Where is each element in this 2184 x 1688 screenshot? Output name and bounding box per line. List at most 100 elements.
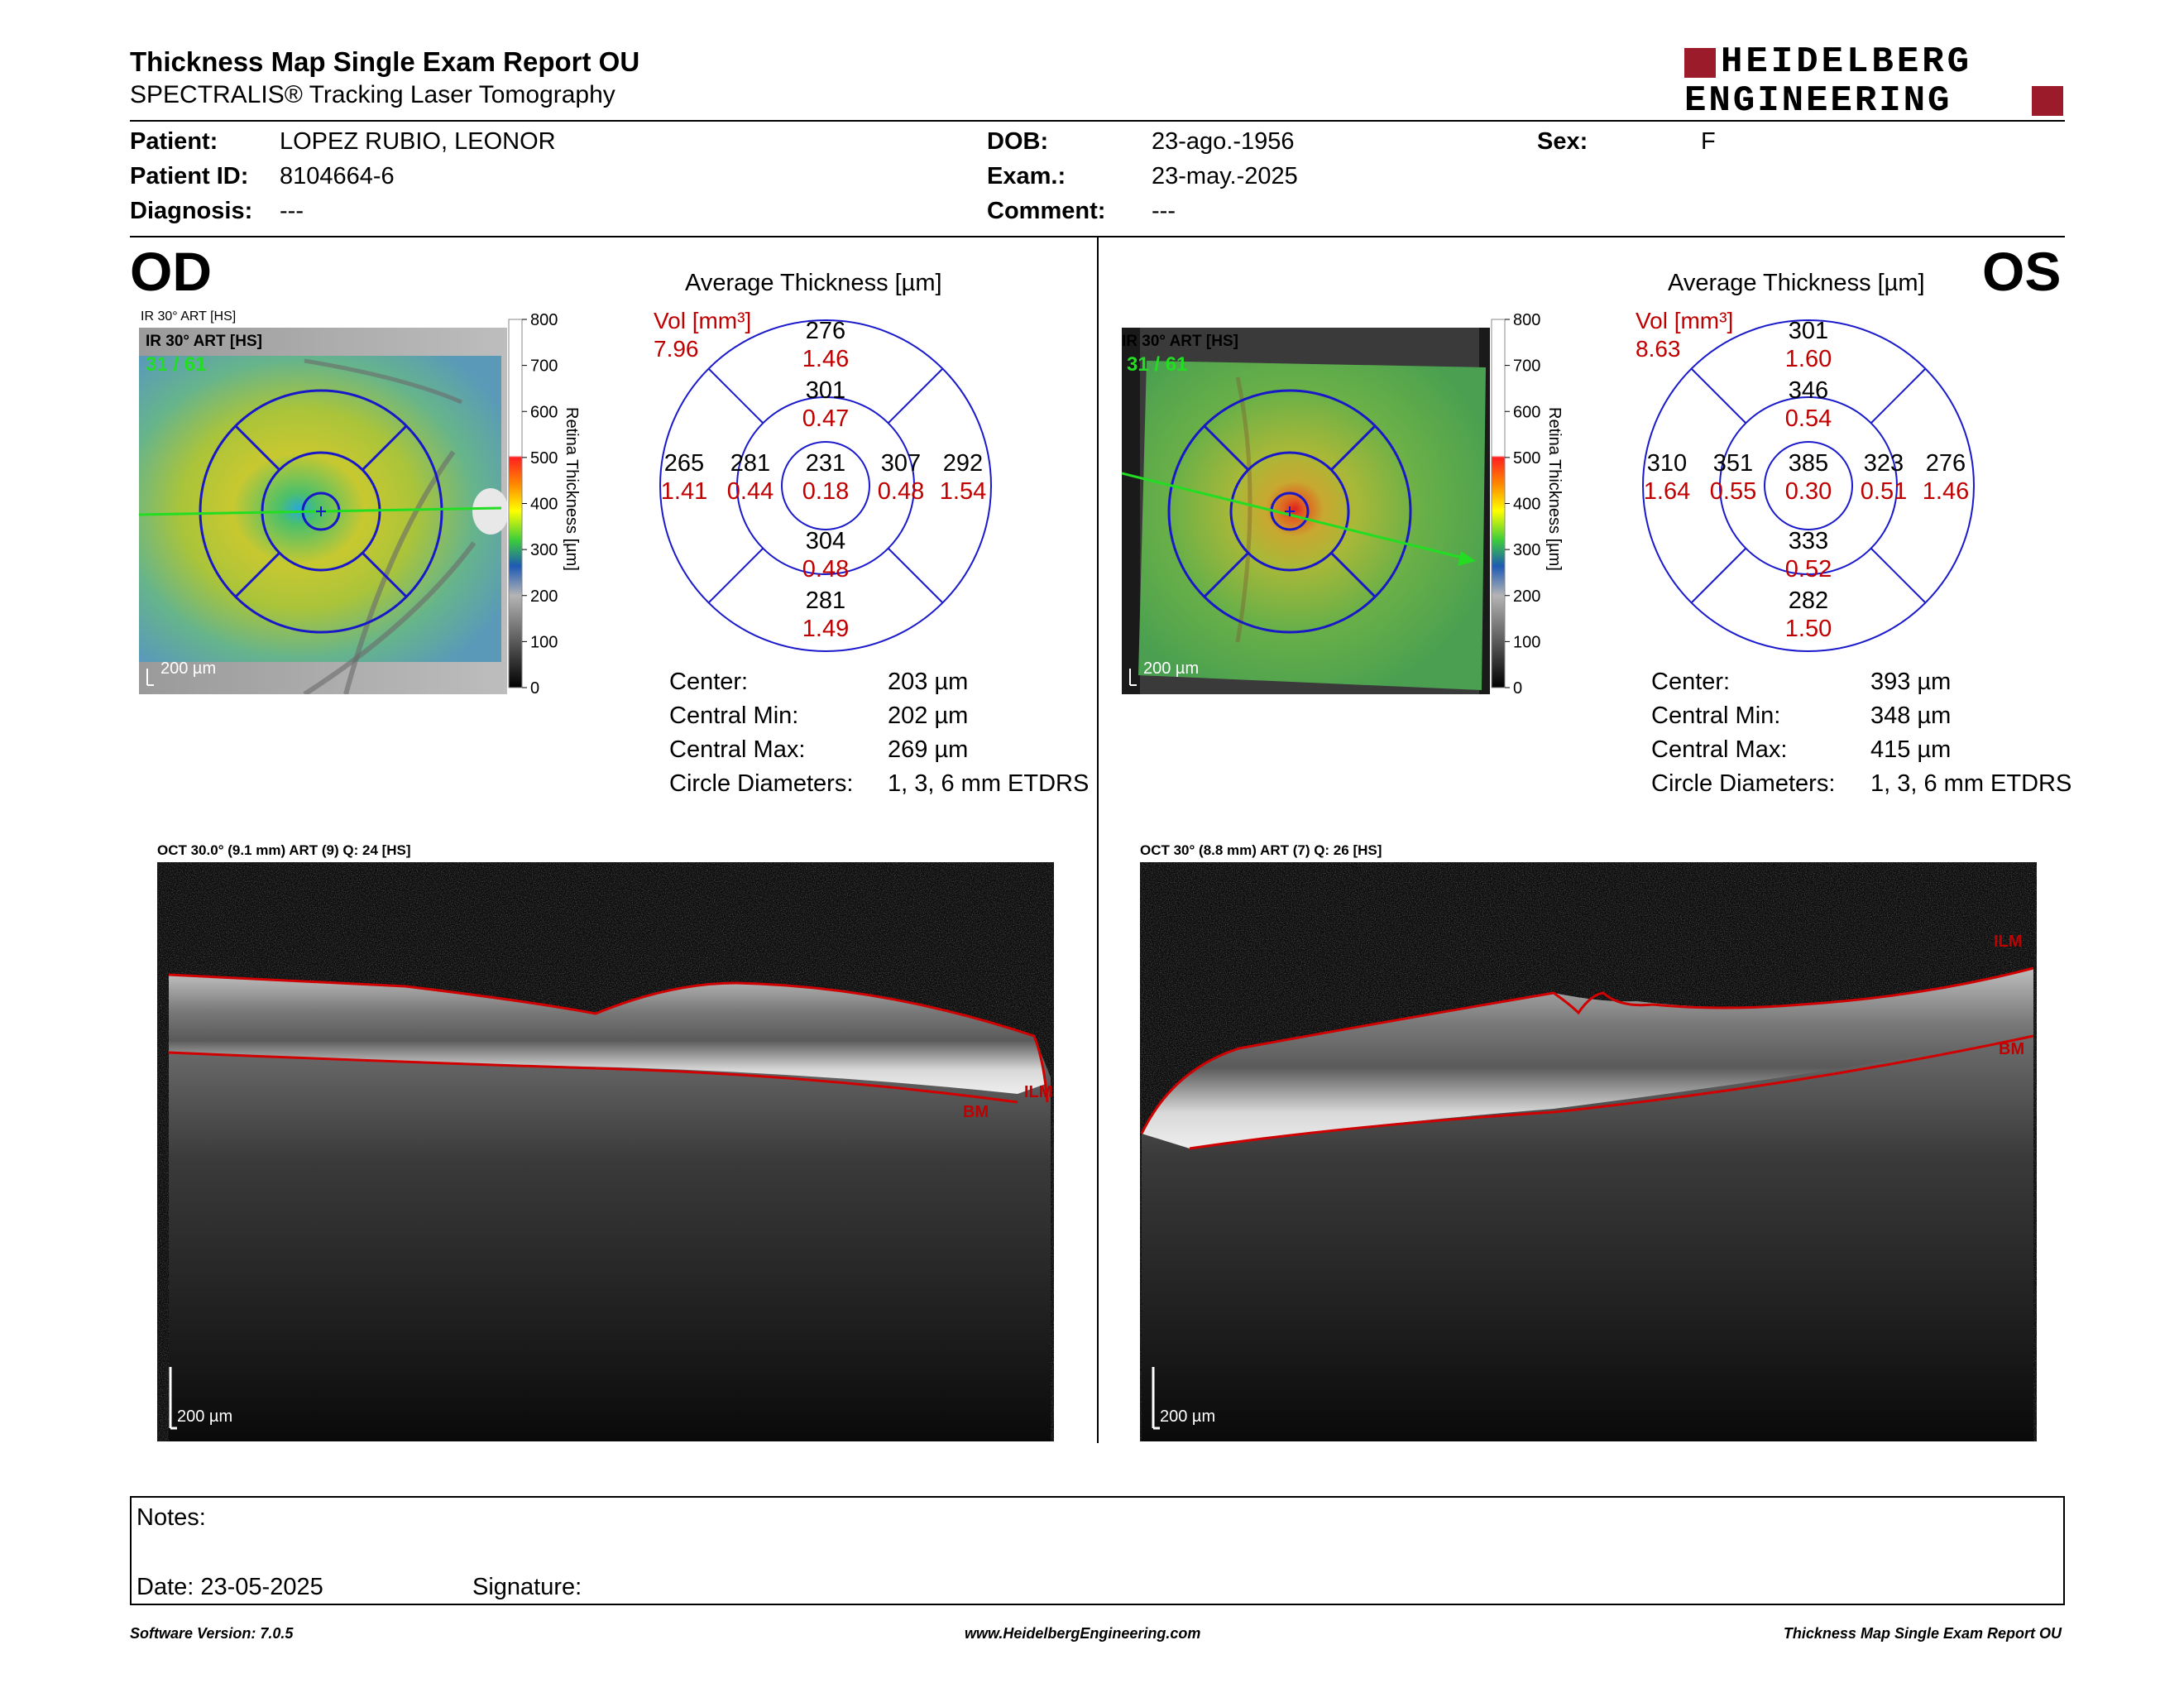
os-stat-diam-value: 1, 3, 6 mm ETDRS xyxy=(1870,770,2072,797)
os-grid-values: 301 1.60 346 0.54 385 0.30 351 0.55 323 … xyxy=(1640,318,1980,657)
od-outer-right-thickness: 292 xyxy=(942,450,984,477)
od-scale-title: Retina Thickness [µm] xyxy=(563,407,581,571)
os-inner-right-thickness: 323 xyxy=(1863,450,1904,477)
os-outer-bottom-thickness: 282 xyxy=(1788,587,1829,614)
od-stat-max-value: 269 µm xyxy=(888,736,969,763)
os-center-volume: 0.30 xyxy=(1784,478,1832,505)
od-bm-label: BM xyxy=(963,1103,989,1121)
scale-tick-label: 500 xyxy=(530,449,558,468)
os-ir-label-text: IR 30° ART [HS] xyxy=(1122,333,1238,350)
od-stat-min-value: 202 µm xyxy=(888,703,969,729)
os-inner-left-volume: 0.55 xyxy=(1709,478,1757,505)
od-center-thickness: 231 xyxy=(805,450,846,477)
od-inner-right-thickness: 307 xyxy=(880,450,922,477)
os-vol-total: 8.63 xyxy=(1636,336,1681,362)
od-center-volume: 0.18 xyxy=(802,478,850,505)
od-avg-title: Average Thickness [µm] xyxy=(685,270,942,296)
od-inner-right-volume: 0.48 xyxy=(877,478,925,505)
od-outer-left-volume: 1.41 xyxy=(660,478,708,505)
od-stat-min-label: Central Min: xyxy=(669,703,799,729)
notes-box[interactable]: Notes: Date: 23-05-2025 Signature: xyxy=(130,1496,2065,1605)
os-avg-title: Average Thickness [µm] xyxy=(1668,270,1925,296)
od-outer-right-volume: 1.54 xyxy=(939,478,987,505)
od-inner-bottom-thickness: 304 xyxy=(805,528,846,554)
sex-value: F xyxy=(1701,128,1716,155)
os-outer-top-thickness: 301 xyxy=(1788,318,1829,344)
footer-report-name: Thickness Map Single Exam Report OU xyxy=(1783,1625,2062,1642)
heidelberg-logo: HEIDELBERG ENGINEERING xyxy=(1684,41,2065,122)
os-oct-label: OCT 30° (8.8 mm) ART (7) Q: 26 [HS] xyxy=(1140,842,1382,858)
os-stat-diam-label: Circle Diameters: xyxy=(1651,770,1836,797)
od-oct-scalebar: 200 µm xyxy=(177,1407,232,1426)
diagnosis-value: --- xyxy=(280,198,304,224)
scale-tick-label: 600 xyxy=(1513,403,1540,421)
od-etdrs-grid xyxy=(659,319,992,652)
scale-tick-label: 800 xyxy=(1513,311,1540,329)
od-outer-top-volume: 1.46 xyxy=(802,346,850,372)
od-frame-counter: 31 / 61 xyxy=(146,353,206,376)
scale-tick-label: 0 xyxy=(530,679,539,697)
scale-tick-label: 100 xyxy=(530,633,558,651)
notes-label: Notes: xyxy=(136,1504,206,1531)
footer-website[interactable]: www.HeidelbergEngineering.com xyxy=(965,1625,1201,1642)
report-title: Thickness Map Single Exam Report OU xyxy=(130,46,640,77)
os-outer-right-thickness: 276 xyxy=(1925,450,1966,477)
od-inner-bottom-volume: 0.48 xyxy=(802,556,850,583)
os-frame-counter: 31 / 61 xyxy=(1127,353,1187,376)
os-center-thickness: 385 xyxy=(1788,450,1829,477)
os-stat-min-label: Central Min: xyxy=(1651,703,1781,729)
od-outer-bottom-volume: 1.49 xyxy=(802,616,850,642)
os-vol-label: Vol [mm³] xyxy=(1636,308,1734,333)
logo-word-2: ENGINEERING xyxy=(1684,80,1952,122)
os-outer-top-volume: 1.60 xyxy=(1784,346,1832,372)
os-inner-bottom-volume: 0.52 xyxy=(1784,556,1832,583)
patient-name: LOPEZ RUBIO, LEONOR xyxy=(280,128,556,155)
os-inner-right-volume: 0.51 xyxy=(1860,478,1908,505)
report-subtitle: SPECTRALIS® Tracking Laser Tomography xyxy=(130,81,615,108)
os-outer-left-volume: 1.64 xyxy=(1643,478,1691,505)
os-ilm-label: ILM xyxy=(1994,933,2022,951)
os-inner-top-volume: 0.54 xyxy=(1784,405,1832,432)
od-eye-label: OD xyxy=(130,241,212,302)
scale-tick-label: 800 xyxy=(530,311,558,329)
od-inner-top-thickness: 301 xyxy=(805,377,846,404)
exam-value: 23-may.-2025 xyxy=(1152,163,1298,189)
od-outer-top-thickness: 276 xyxy=(805,318,846,344)
patient-label: Patient: xyxy=(130,128,218,155)
od-vol-label: Vol [mm³] xyxy=(654,308,752,333)
od-inner-left-volume: 0.44 xyxy=(726,478,774,505)
od-vol-total: 7.96 xyxy=(654,336,699,362)
os-inner-left-thickness: 351 xyxy=(1712,450,1754,477)
od-grid-values: 276 1.46 301 0.47 231 0.18 281 0.44 307 … xyxy=(658,318,997,657)
os-stat-max-value: 415 µm xyxy=(1870,736,1952,763)
od-ilm-label: ILM xyxy=(1024,1083,1052,1101)
scale-tick-label: 100 xyxy=(1513,633,1540,651)
od-ir-label: IR 30° ART [HS] xyxy=(141,309,237,324)
exam-label: Exam.: xyxy=(987,163,1066,189)
scale-tick-label: 300 xyxy=(530,541,558,559)
od-ir-scalebar: 200 µm xyxy=(160,659,216,678)
os-color-scale: 800 700 600 500 400 300 200 100 0 Retina Thickne… xyxy=(1491,311,1564,697)
od-stat-center-label: Center: xyxy=(669,669,749,695)
od-stat-center-value: 203 µm xyxy=(888,669,969,695)
os-oct-bscan: ILM BM 200 µm xyxy=(1140,862,2037,1441)
os-outer-left-thickness: 310 xyxy=(1646,450,1688,477)
od-inner-top-volume: 0.47 xyxy=(802,405,850,432)
od-stat-max-label: Central Max: xyxy=(669,736,806,763)
logo-word-1: HEIDELBERG xyxy=(1721,41,1973,83)
os-stat-min-value: 348 µm xyxy=(1870,703,1952,729)
signature-label: Signature: xyxy=(472,1574,582,1600)
os-bm-label: BM xyxy=(1999,1040,2024,1058)
os-etdrs-grid xyxy=(1642,319,1975,652)
od-outer-left-thickness: 265 xyxy=(663,450,705,477)
os-stat-center-value: 393 µm xyxy=(1870,669,1952,695)
os-inner-top-thickness: 346 xyxy=(1788,377,1829,404)
os-stat-max-label: Central Max: xyxy=(1651,736,1788,763)
comment-label: Comment: xyxy=(987,198,1106,224)
patient-divider xyxy=(130,236,2065,237)
comment-value: --- xyxy=(1152,198,1176,224)
scale-tick-label: 200 xyxy=(1513,587,1540,606)
os-outer-bottom-volume: 1.50 xyxy=(1784,616,1832,642)
scale-tick-label: 500 xyxy=(1513,449,1540,468)
scale-tick-label: 400 xyxy=(1513,496,1540,514)
